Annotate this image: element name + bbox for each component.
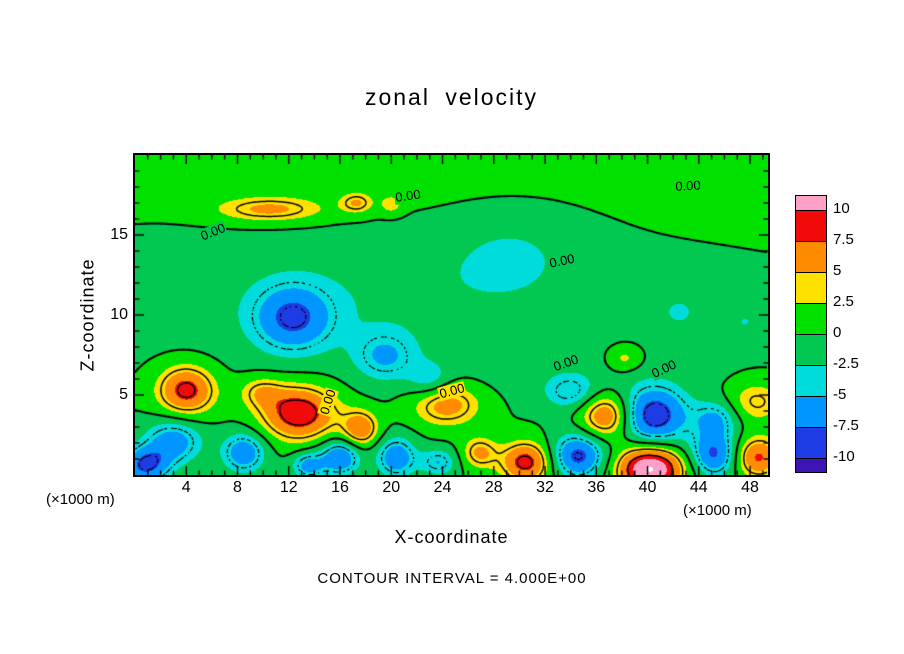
colorbar-labels: 10 7.5 5 2.5 0 -2.5 -5 -7.5 -10 (833, 195, 887, 471)
contour-label: 0.00 (316, 386, 339, 418)
colorbar-tick-label: -7.5 (833, 417, 859, 434)
x-tick-label: 20 (382, 479, 401, 496)
colorbar-segment (796, 272, 826, 303)
contour-interval-note: CONTOUR INTERVAL = 4.000E+00 (317, 570, 587, 587)
contour-label: 0.00 (674, 177, 703, 194)
colorbar-segment (796, 365, 826, 396)
x-axis-unit-left: (×1000 m) (46, 491, 115, 508)
colorbar-tick-label: -5 (833, 386, 847, 403)
x-tick-label: 40 (638, 479, 657, 496)
contour-field-canvas (135, 155, 768, 475)
colorbar-tick-label: 2.5 (833, 293, 854, 310)
x-axis-unit-right: (×1000 m) (683, 502, 752, 519)
colorbar-segment (796, 241, 826, 272)
x-tick-label: 36 (587, 479, 606, 496)
contour-labels-layer: 0.00 0.00 0.00 0.00 0.00 0.00 0.00 0.00 (135, 155, 768, 475)
colorbar-tick-label: -2.5 (833, 355, 859, 372)
x-tick-label: 4 (181, 479, 191, 496)
contour-label: 0.00 (547, 250, 578, 271)
chart-title: zonal velocity (364, 84, 539, 110)
z-tick-label: 10 (110, 306, 128, 323)
plot-area: 0.00 0.00 0.00 0.00 0.00 0.00 0.00 0.00 (133, 153, 770, 477)
colorbar-tick-label: 7.5 (833, 231, 854, 248)
x-tick-label: 28 (484, 479, 503, 496)
colorbar-segment (796, 334, 826, 365)
colorbar-segment (796, 196, 826, 210)
colorbar-segment (796, 396, 826, 427)
colorbar-segment (796, 303, 826, 334)
z-tick-label: 5 (119, 386, 128, 403)
contour-label: 0.00 (197, 219, 229, 244)
colorbar-segment (796, 210, 826, 241)
colorbar-tick-label: 10 (833, 200, 850, 217)
colorbar-tick-label: 0 (833, 324, 842, 341)
x-tick-label: 44 (689, 479, 708, 496)
x-axis-label: X-coordinate (394, 527, 509, 547)
z-tick-label: 15 (110, 226, 128, 243)
x-tick-label: 24 (433, 479, 452, 496)
colorbar (795, 195, 827, 473)
x-tick-label: 32 (536, 479, 554, 496)
colorbar-tick-label: 5 (833, 262, 842, 279)
x-tick-label: 8 (233, 479, 242, 496)
contour-label: 0.00 (437, 379, 468, 402)
colorbar-segment (796, 427, 826, 458)
contour-label: 0.00 (393, 186, 423, 205)
contour-label: 0.00 (550, 351, 582, 375)
x-axis-tick-labels: 4 8 12 16 20 24 28 32 36 40 44 48 (135, 479, 768, 499)
z-axis-tick-labels: 5 10 15 (86, 155, 128, 475)
x-tick-label: 48 (741, 479, 759, 496)
x-tick-label: 12 (279, 479, 298, 496)
colorbar-segment (796, 458, 826, 472)
x-tick-label: 16 (331, 479, 349, 496)
colorbar-tick-label: -10 (833, 448, 855, 465)
contour-label: 0.00 (648, 356, 680, 382)
